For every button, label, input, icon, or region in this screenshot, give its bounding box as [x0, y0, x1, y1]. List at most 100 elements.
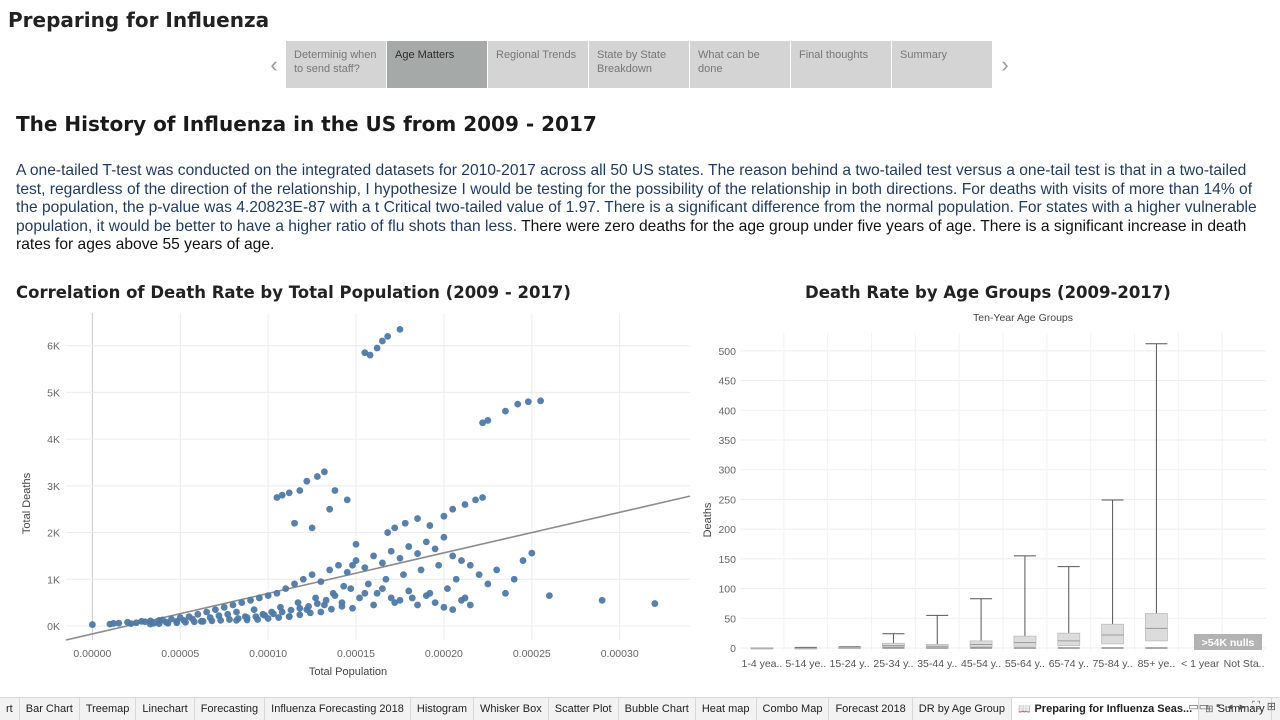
scatter-point[interactable] [414, 601, 421, 609]
scatter-point[interactable] [519, 557, 527, 564]
box-plot[interactable]: Ten-Year Age Groups 0 50 100 150 200 250 300 350… [698, 305, 1268, 675]
scatter-point[interactable] [217, 616, 225, 624]
scatter-point[interactable] [88, 621, 96, 628]
box-whisker-9[interactable] [1145, 343, 1168, 649]
scatter-point[interactable] [493, 566, 501, 574]
scatter-point[interactable] [387, 547, 395, 555]
scatter-point[interactable] [401, 519, 409, 527]
scatter-point[interactable] [378, 337, 386, 345]
story-tab-5[interactable]: Final thoughts [791, 41, 891, 88]
scatter-point[interactable] [431, 545, 439, 553]
scatter-point[interactable] [285, 613, 293, 621]
scatter-point[interactable] [299, 575, 307, 583]
scatter-point[interactable] [479, 494, 486, 501]
scatter-point[interactable] [343, 496, 351, 504]
first-sheet-icon[interactable]: ◂ [1227, 701, 1233, 713]
scatter-point[interactable] [308, 524, 316, 532]
sheet-tab-11[interactable]: Combo Map [757, 698, 830, 720]
scatter-point[interactable] [545, 592, 553, 600]
scatter-point[interactable] [400, 571, 407, 578]
scatter-point[interactable] [396, 596, 404, 604]
box-whisker-7[interactable] [1057, 566, 1081, 649]
box-whisker-8[interactable] [1101, 499, 1124, 649]
scatter-point[interactable] [479, 419, 486, 427]
scatter-point[interactable] [458, 596, 465, 604]
scatter-point[interactable] [502, 589, 509, 597]
sheet-tab-6[interactable]: Histogram [411, 698, 474, 720]
scatter-point[interactable] [370, 601, 378, 609]
scatter-point[interactable] [229, 601, 237, 609]
scatter-point[interactable] [194, 610, 202, 618]
scatter-point[interactable] [417, 566, 425, 574]
scatter-point[interactable] [291, 580, 298, 588]
sheet-tab-8[interactable]: Scatter Plot [549, 698, 619, 720]
scatter-point[interactable] [326, 566, 334, 574]
scatter-point[interactable] [199, 617, 207, 625]
scatter-point[interactable] [343, 568, 351, 576]
scatter-point[interactable] [208, 617, 216, 625]
scatter-point[interactable] [449, 606, 457, 614]
scatter-point[interactable] [296, 611, 304, 619]
scatter-point[interactable] [312, 594, 319, 602]
scatter-point[interactable] [250, 606, 258, 614]
scatter-point[interactable] [458, 557, 465, 564]
scatter-point[interactable] [361, 349, 369, 357]
scatter-point[interactable] [264, 592, 272, 600]
scatter-point[interactable] [226, 616, 233, 623]
scatter-point[interactable] [352, 540, 360, 548]
scatter-point[interactable] [273, 589, 281, 597]
story-tab-2[interactable]: Regional Trends [488, 41, 588, 88]
scatter-point[interactable] [224, 610, 232, 618]
sheet-tab-10[interactable]: Heat map [696, 698, 757, 720]
story-tab-4[interactable]: What can be done [690, 41, 790, 88]
box-whisker-4[interactable] [925, 614, 949, 649]
grid-icon[interactable]: ▪ [1216, 700, 1221, 712]
scatter-point[interactable] [449, 505, 457, 513]
scatter-point[interactable] [326, 505, 334, 513]
scatter-point[interactable] [115, 619, 123, 627]
scatter-point[interactable] [313, 473, 321, 480]
scatter-point[interactable] [378, 585, 386, 593]
sheet-tab-14[interactable]: 📖 Preparing for Influenza Seas... [1012, 698, 1200, 720]
scatter-point[interactable] [461, 501, 469, 508]
scatter-point[interactable] [173, 619, 181, 627]
scatter-point[interactable] [313, 600, 321, 607]
scatter-point[interactable] [405, 587, 413, 595]
scatter-point[interactable] [384, 529, 392, 536]
scatter-point[interactable] [472, 496, 479, 504]
scatter-point[interactable] [320, 468, 328, 476]
scatter-point[interactable] [484, 417, 492, 424]
scatter-point[interactable] [305, 602, 312, 610]
scatter-point[interactable] [349, 604, 356, 612]
scatter-point[interactable] [331, 487, 339, 494]
scatter-point[interactable] [440, 603, 448, 611]
scatter-point[interactable] [285, 489, 293, 497]
scatter-point[interactable] [475, 571, 483, 578]
sheet-tab-4[interactable]: Forecasting [195, 698, 266, 720]
sheet-tab-3[interactable]: Linechart [136, 698, 195, 720]
scatter-point[interactable] [254, 616, 261, 623]
scatter-point[interactable] [452, 575, 460, 583]
story-tab-1[interactable]: Age Matters [387, 41, 487, 88]
scatter-point[interactable] [146, 620, 154, 628]
scatter-point[interactable] [273, 494, 281, 501]
scatter-plot[interactable]: 0.00000 0.00005 0.00010 0.00015 0.00020 0.000… [0, 305, 695, 680]
scatter-point[interactable] [328, 605, 335, 613]
scatter-point[interactable] [182, 618, 189, 626]
story-tab-6[interactable]: Summary [892, 41, 992, 88]
scatter-point[interactable] [335, 561, 342, 569]
filmstrip-icon[interactable]: ▭▭ [1188, 701, 1210, 713]
box-whisker-6[interactable] [1013, 555, 1037, 649]
scatter-point[interactable] [141, 618, 149, 626]
scatter-point[interactable] [651, 600, 659, 607]
scatter-point[interactable] [322, 596, 330, 604]
scatter-point[interactable] [414, 550, 421, 557]
sheet-tab-5[interactable]: Influenza Forecasting 2018 [265, 698, 411, 720]
scatter-point[interactable] [291, 519, 298, 527]
null-values-badge[interactable]: >54K nulls [1194, 634, 1262, 650]
scatter-point[interactable] [364, 580, 372, 588]
box-whisker-5[interactable] [969, 598, 993, 649]
scatter-point[interactable] [127, 620, 135, 628]
scatter-point[interactable] [391, 524, 399, 532]
scatter-point[interactable] [238, 599, 246, 607]
